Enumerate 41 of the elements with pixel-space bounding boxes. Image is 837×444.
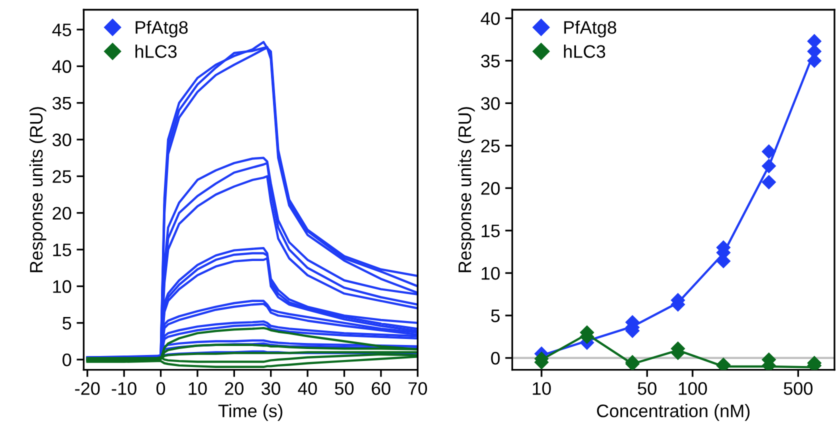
x-tick-label: 0	[156, 382, 166, 395]
x-tick-label: 30	[262, 382, 280, 395]
x-axis-title: Concentration (nM)	[597, 404, 750, 421]
y-tick-label: 30	[52, 134, 72, 146]
y-tick-label: 10	[53, 280, 72, 293]
y-tick-label: 0	[491, 352, 500, 365]
y-tick-label: 5	[62, 317, 72, 330]
legend-label: PfAtg8	[136, 20, 188, 38]
x-tick-label: 70	[408, 382, 427, 395]
y-axis-title: Response units (RU)	[458, 107, 475, 272]
y-tick-label: 15	[482, 224, 500, 238]
x-tick-label: 20	[225, 382, 244, 395]
y-axis-title: Response units (RU)	[29, 107, 46, 272]
y-tick-label: 25	[481, 140, 500, 152]
y-tick-label: 35	[52, 96, 72, 110]
y-tick-label: 40	[480, 12, 500, 25]
legend-label: PfAtg8	[564, 20, 616, 38]
x-tick-label: 100	[678, 382, 707, 395]
y-tick-label: 15	[53, 244, 72, 256]
y-tick-label: 40	[52, 60, 72, 73]
x-tick-label: 60	[372, 382, 390, 395]
x-tick-label: 10	[188, 382, 207, 395]
x-tick-label: 40	[298, 382, 317, 395]
x-tick-label: 50	[334, 382, 354, 395]
y-tick-label: 5	[491, 310, 500, 322]
legend-label: hLC3	[136, 44, 177, 58]
y-tick-label: 0	[62, 354, 72, 366]
x-tick-label: 500	[784, 382, 813, 395]
legend-label: hLC3	[564, 44, 606, 58]
y-tick-label: 20	[52, 206, 72, 220]
x-tick-label: 50	[638, 382, 656, 395]
x-axis-title: Time (s)	[218, 404, 282, 421]
y-tick-label: 30	[481, 97, 500, 110]
x-tick-label: -10	[112, 382, 136, 395]
y-tick-label: 20	[481, 182, 500, 195]
y-tick-label: 10	[482, 266, 500, 280]
y-tick-label: 25	[52, 170, 72, 183]
y-tick-label: 45	[52, 24, 72, 36]
x-tick-label: -20	[75, 382, 100, 395]
x-tick-label: 10	[532, 382, 551, 395]
y-tick-label: 35	[481, 54, 500, 68]
